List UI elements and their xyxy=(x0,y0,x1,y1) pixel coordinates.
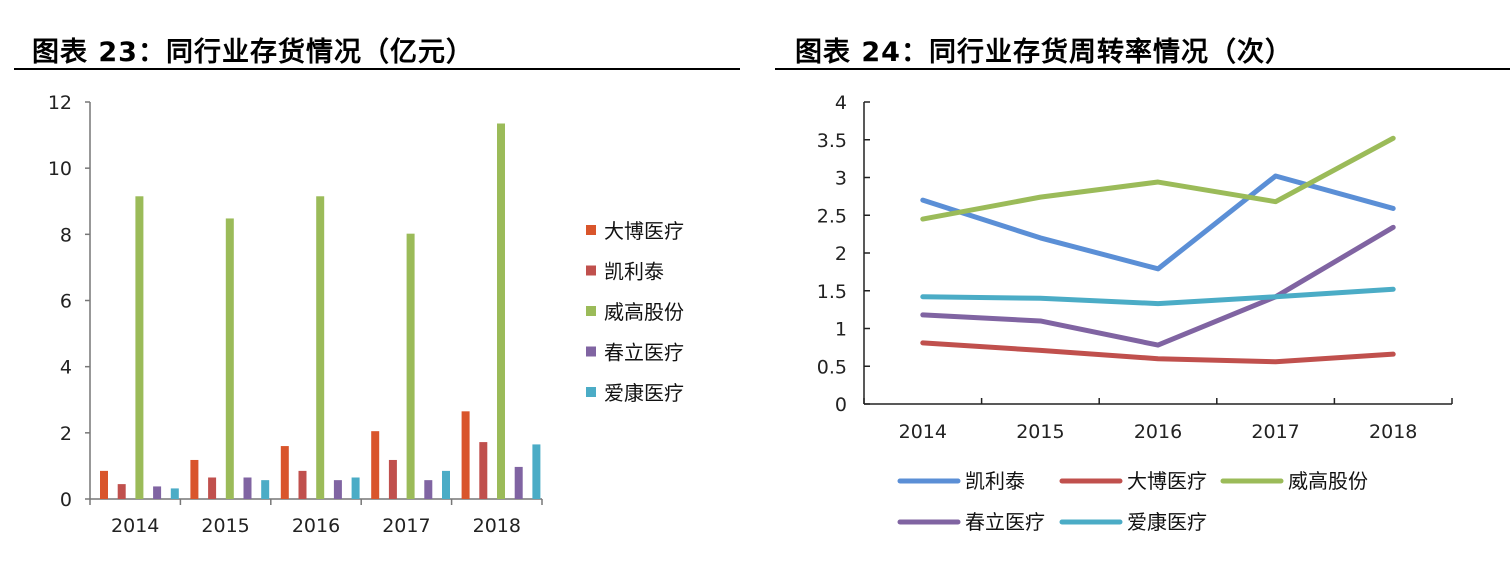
x-tick-label: 2018 xyxy=(473,515,521,537)
inventory-bar-chart: 0 2 4 6 8 10 12 2014 2015 2016 2017 2018 大博医疗凯利泰威高股份… xyxy=(48,92,684,537)
x-tick-label: 2014 xyxy=(899,421,947,443)
series-line xyxy=(920,340,1396,365)
legend-label: 凯利泰 xyxy=(604,260,664,284)
x-tick-label: 2015 xyxy=(1016,421,1064,443)
bar xyxy=(333,480,342,499)
bar xyxy=(243,477,252,499)
y-tick-label: 2.5 xyxy=(817,205,847,227)
chart-title: 图表 23：同行业存货情况（亿元） xyxy=(32,37,474,68)
legend-label: 爱康医疗 xyxy=(1127,510,1207,534)
series-line xyxy=(920,286,1396,307)
chart-title: 图表 24：同行业存货周转率情况（次） xyxy=(795,37,1293,68)
series-line xyxy=(920,224,1396,348)
legend-swatch xyxy=(586,387,596,397)
bar xyxy=(461,411,470,499)
bar xyxy=(135,196,144,499)
series-line xyxy=(920,135,1396,222)
bar xyxy=(532,444,541,499)
x-tick-label: 2016 xyxy=(1134,421,1182,443)
bar xyxy=(442,470,450,499)
legend-label: 凯利泰 xyxy=(965,469,1025,493)
y-tick-label: 12 xyxy=(48,92,72,114)
y-tick-label: 0 xyxy=(835,394,847,416)
y-tick-label: 0.5 xyxy=(817,356,847,378)
bar xyxy=(298,470,307,499)
x-tick-label: 2016 xyxy=(292,515,340,537)
y-tick-label: 4 xyxy=(835,92,847,114)
bar xyxy=(208,477,217,499)
y-tick-label: 4 xyxy=(60,357,72,379)
y-tick-label: 0 xyxy=(60,489,72,511)
legend-label: 春立医疗 xyxy=(604,341,684,365)
y-tick-label: 8 xyxy=(60,224,72,246)
bar xyxy=(153,486,162,499)
bar xyxy=(424,480,433,499)
legend-swatch xyxy=(586,346,596,357)
legend-label: 大博医疗 xyxy=(604,219,684,243)
legend-label: 威高股份 xyxy=(604,300,684,324)
y-tick-label: 1.5 xyxy=(817,281,847,303)
bar xyxy=(497,123,505,500)
bar xyxy=(316,196,325,499)
bar xyxy=(479,442,488,499)
x-tick-label: 2017 xyxy=(382,515,430,537)
bar xyxy=(280,446,289,499)
legend-label: 大博医疗 xyxy=(1127,469,1207,493)
bar xyxy=(225,218,234,499)
legend-swatch xyxy=(586,225,596,235)
y-tick-label: 6 xyxy=(60,291,72,313)
legend-label: 爱康医疗 xyxy=(604,381,684,405)
title-divider xyxy=(14,68,740,70)
x-tick-label: 2018 xyxy=(1369,421,1417,443)
x-tick-label: 2014 xyxy=(111,515,159,537)
bar xyxy=(388,459,397,499)
bar xyxy=(170,488,179,499)
y-tick-label: 3.5 xyxy=(817,130,847,152)
y-tick-label: 3 xyxy=(835,168,847,190)
title-divider xyxy=(775,68,1510,70)
y-tick-label: 10 xyxy=(48,158,72,180)
bar xyxy=(371,431,380,499)
series-line xyxy=(920,173,1396,272)
bar xyxy=(117,484,126,499)
y-tick-label: 2 xyxy=(60,423,72,445)
x-tick-label: 2015 xyxy=(201,515,249,537)
bar xyxy=(406,233,415,499)
bar xyxy=(100,470,108,499)
bar xyxy=(351,477,360,499)
y-tick-label: 1 xyxy=(835,319,847,341)
turnover-chart-panel: 图表 24：同行业存货周转率情况（次） 0 0.5 1 1.5 2 2.5 3 3.5 4 201… xyxy=(755,0,1510,564)
legend-label: 威高股份 xyxy=(1288,469,1368,493)
y-tick-label: 2 xyxy=(835,243,847,265)
bar xyxy=(190,459,199,499)
x-tick-label: 2017 xyxy=(1251,421,1299,443)
bar xyxy=(261,480,270,499)
turnover-line-chart: 0 0.5 1 1.5 2 2.5 3 3.5 4 2014 2015 2016 2017 2018 凯利泰… xyxy=(817,92,1453,534)
bar xyxy=(514,466,523,499)
legend-label: 春立医疗 xyxy=(965,510,1045,534)
legend-swatch xyxy=(586,265,596,276)
legend-swatch xyxy=(586,306,596,316)
inventory-chart-panel: 图表 23：同行业存货情况（亿元） 0 2 4 6 8 10 12 2014 2015 2016 2… xyxy=(14,37,740,537)
